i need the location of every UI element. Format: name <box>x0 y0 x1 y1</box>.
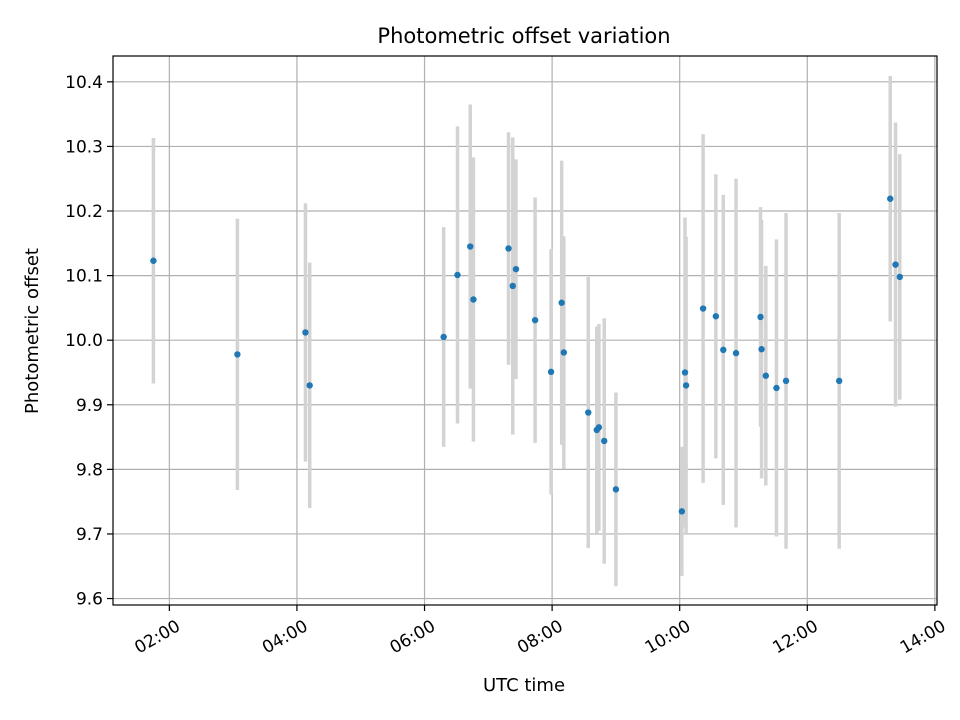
y-tick-label: 9.7 <box>76 525 103 545</box>
y-tick-label: 10.3 <box>65 137 103 157</box>
y-axis: 9.6 9.7 9.8 9.9 10.0 10.1 10.2 10.3 10.4 <box>65 73 113 610</box>
data-point <box>440 333 447 341</box>
plot-frame <box>112 55 938 606</box>
data-point <box>302 329 309 336</box>
y-axis-label: Photometric offset <box>22 248 43 414</box>
data-point <box>505 245 512 252</box>
data-point <box>454 271 461 279</box>
data-point <box>612 486 620 493</box>
data-point <box>762 372 770 379</box>
grid <box>113 56 937 605</box>
data-point <box>560 349 568 356</box>
data-point <box>892 261 899 268</box>
y-tick-label: 10.1 <box>65 267 103 287</box>
data-point <box>773 384 780 392</box>
data-point <box>712 313 720 320</box>
data-points <box>150 195 903 515</box>
data-point <box>887 195 894 202</box>
data-point <box>558 299 565 306</box>
y-tick-label: 9.8 <box>76 460 103 480</box>
data-point <box>758 346 765 353</box>
data-point <box>720 346 727 354</box>
data-point <box>467 243 474 250</box>
data-point <box>757 313 764 321</box>
data-point <box>678 508 686 515</box>
y-tick-label: 10.0 <box>65 331 103 351</box>
data-point <box>150 257 157 264</box>
chart-title: Photometric offset variation <box>377 24 670 48</box>
data-point <box>547 368 555 376</box>
data-point <box>531 316 539 324</box>
data-point <box>835 377 843 385</box>
data-point <box>732 349 740 357</box>
data-point <box>595 424 603 431</box>
data-point <box>681 369 689 376</box>
data-point <box>470 296 477 303</box>
data-point <box>896 273 903 281</box>
y-tick-label: 10.4 <box>65 73 103 93</box>
x-axis-label: UTC time <box>483 675 565 696</box>
data-point <box>306 382 313 389</box>
y-tick-label: 10.2 <box>65 202 103 222</box>
data-point <box>601 437 608 445</box>
data-point <box>699 305 707 312</box>
data-point <box>509 282 516 290</box>
data-point <box>682 382 690 389</box>
data-point <box>782 377 790 385</box>
data-point <box>585 409 592 416</box>
data-point <box>512 265 520 273</box>
y-tick-label: 9.6 <box>76 590 103 610</box>
y-tick-label: 9.9 <box>76 396 103 416</box>
data-point <box>234 351 241 358</box>
